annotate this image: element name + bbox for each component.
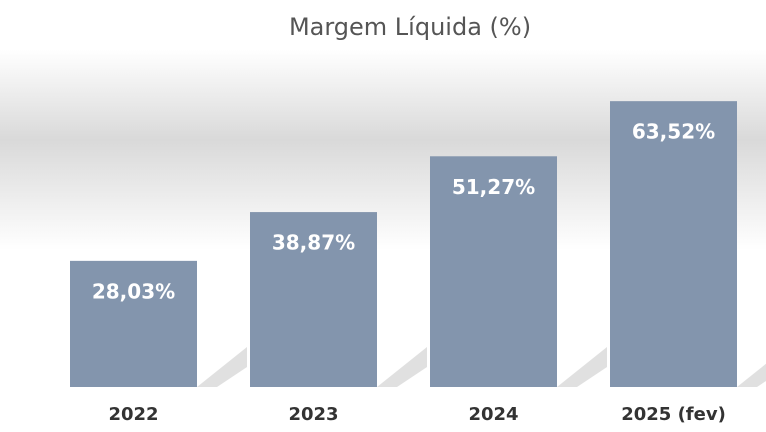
x-tick-label: 2024 [468, 404, 518, 425]
value-label: 28,03% [92, 279, 175, 303]
bar [430, 156, 557, 387]
bar-shadow [557, 347, 607, 387]
chart-title: Margem Líquida (%) [289, 13, 531, 41]
bar-shadow [377, 347, 427, 387]
bar-shadow [197, 347, 247, 387]
bar-shadow [737, 363, 766, 387]
x-tick-label: 2025 (fev) [621, 404, 726, 425]
bar [250, 212, 377, 387]
bar [610, 101, 737, 387]
x-tick-label: 2023 [288, 404, 338, 425]
value-label: 63,52% [632, 120, 715, 144]
x-tick-label: 2022 [108, 404, 158, 425]
value-label: 38,87% [272, 231, 355, 255]
value-label: 51,27% [452, 175, 535, 199]
bar [70, 260, 197, 387]
